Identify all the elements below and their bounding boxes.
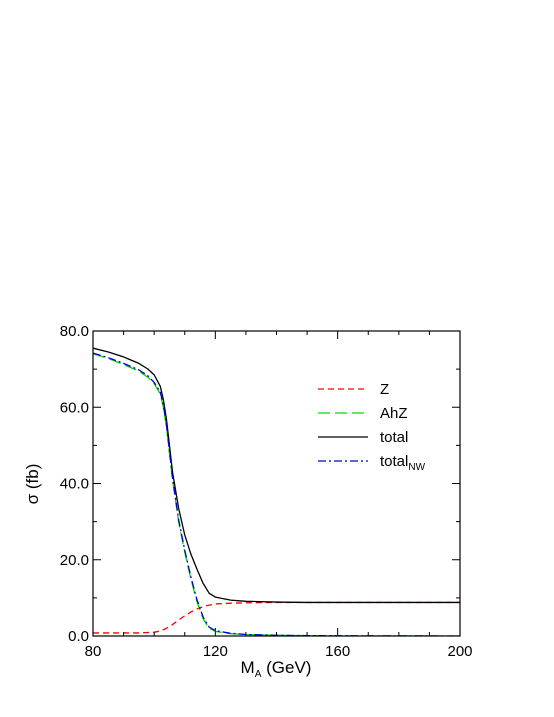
- legend: Z AhZ total totalNW: [318, 381, 426, 473]
- y-tick-label: 80.0: [60, 323, 89, 340]
- ticks-layer: [92, 330, 461, 637]
- y-tick-label: 20.0: [60, 552, 89, 569]
- x-tick-label: 200: [447, 643, 472, 660]
- series-line-z: [93, 601, 460, 634]
- x-tick-label: 80: [85, 643, 102, 660]
- tick-labels-layer: 80 120 160 200 0.0 20.0 40.0 60.0 80.0: [60, 323, 473, 660]
- series-layer: [93, 347, 460, 636]
- x-axis-label: MA (GeV): [241, 658, 312, 680]
- legend-label-ahz: AhZ: [380, 405, 408, 422]
- y-tick-label: 40.0: [60, 476, 89, 493]
- series-line-total: [93, 347, 460, 604]
- legend-label-z: Z: [380, 381, 389, 398]
- legend-label-total: total: [380, 429, 408, 446]
- y-tick-label: 0.0: [68, 628, 89, 645]
- x-tick-label: 120: [203, 643, 228, 660]
- x-tick-label: 160: [325, 643, 350, 660]
- y-axis-label: σ (fb): [23, 464, 42, 505]
- y-tick-label: 60.0: [60, 399, 89, 416]
- legend-label-totalnw: totalNW: [380, 453, 426, 473]
- series-line-ahz: [93, 353, 460, 636]
- series-line-totalnw: [93, 352, 460, 636]
- x-axis-label-subscript: A: [255, 669, 262, 680]
